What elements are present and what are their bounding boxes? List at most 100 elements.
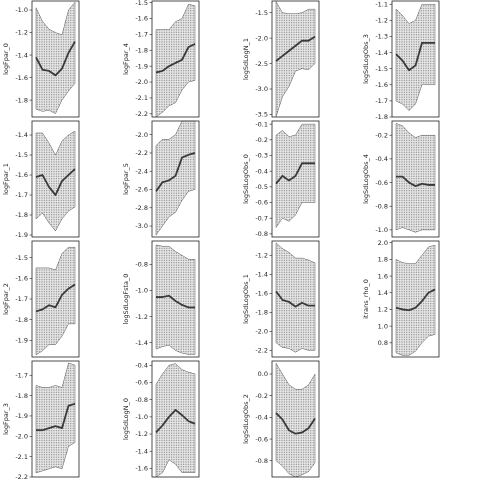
y-axis-label: logSdLogObs_4 bbox=[362, 154, 370, 204]
y-tick-label: -1.6 bbox=[135, 465, 148, 473]
y-axis-label: itrans_rho_0 bbox=[362, 279, 370, 319]
y-tick-label: 2.0 bbox=[378, 239, 388, 247]
y-tick-label: 1.4 bbox=[378, 289, 388, 297]
y-tick-label: -0.4 bbox=[255, 167, 268, 175]
y-tick-label: -1.6 bbox=[375, 81, 388, 89]
y-tick-label: -0.6 bbox=[375, 179, 388, 187]
y-tick-label: -1.0 bbox=[15, 6, 28, 14]
confidence-band bbox=[155, 363, 196, 478]
y-tick-label: 1.0 bbox=[378, 322, 388, 330]
axes-frame bbox=[271, 240, 320, 358]
y-tick-label: -0.2 bbox=[255, 392, 268, 400]
y-tick-label: -1.8 bbox=[15, 392, 28, 400]
y-tick-label: -0.4 bbox=[255, 414, 268, 422]
axes-frame bbox=[31, 0, 80, 118]
y-tick-label: -3.0 bbox=[255, 85, 268, 93]
subplot-itrans-rho-0: 2.0 1.8 1.6 1.4 1.2 1.0 0.8 itrans_rho_0 bbox=[362, 239, 440, 358]
y-tick-label: -1.5 bbox=[375, 65, 388, 73]
y-tick-label: -1.6 bbox=[15, 274, 28, 282]
y-tick-label: -0.2 bbox=[255, 136, 268, 144]
y-tick-label: -1.2 bbox=[15, 29, 28, 37]
y-tick-label: -1.5 bbox=[15, 151, 28, 159]
y-tick-label: -1.9 bbox=[15, 337, 28, 345]
subplot-logsdlogobs-0: -0.1 -0.2 -0.3 -0.4 -0.5 -0.6 -0.7 -0.8 logSdLog… bbox=[242, 120, 320, 238]
subplot-logsdlogfsta-0: -0.8 -1.0 -1.2 -1.4 logSdLogFsta_0 bbox=[122, 240, 200, 358]
confidence-band bbox=[35, 1, 76, 114]
y-tick-label: -1.4 bbox=[15, 131, 28, 139]
y-tick-label: -2.8 bbox=[135, 204, 148, 212]
y-tick-label: 0.8 bbox=[378, 339, 388, 347]
confidence-band bbox=[35, 246, 76, 356]
confidence-band bbox=[155, 120, 196, 236]
subplot-logsdlogobs-4: -0.2 -0.4 -0.6 -0.8 -1.0 logSdLogObs_4 bbox=[362, 120, 440, 238]
y-tick-label: -2.0 bbox=[135, 131, 148, 139]
mean-line bbox=[35, 41, 76, 77]
subplot-logsdlogobs-3: -1.1 -1.2 -1.3 -1.4 -1.5 -1.6 -1.7 -1.8 logSdLog… bbox=[362, 0, 440, 121]
y-tick-label: -2.2 bbox=[15, 473, 28, 480]
y-tick-label: -1.7 bbox=[15, 191, 28, 199]
y-tick-label: -1.3 bbox=[375, 33, 388, 41]
y-tick-label: -0.4 bbox=[135, 361, 148, 369]
axes-frame bbox=[151, 120, 200, 238]
y-tick-label: -1.9 bbox=[135, 62, 148, 70]
y-tick-label: -1.4 bbox=[135, 447, 148, 455]
mean-line bbox=[35, 168, 76, 196]
y-tick-label: -1.8 bbox=[15, 96, 28, 104]
y-tick-label: -1.7 bbox=[15, 371, 28, 379]
y-tick-label: -0.3 bbox=[255, 152, 268, 160]
y-tick-label: -0.4 bbox=[375, 155, 388, 163]
mean-line bbox=[36, 402, 76, 432]
y-tick-label: -1.6 bbox=[135, 15, 148, 23]
mean-line bbox=[155, 43, 196, 74]
y-tick-label: -0.1 bbox=[255, 120, 268, 128]
y-tick-label: -0.6 bbox=[255, 199, 268, 207]
y-tick-label: -1.8 bbox=[15, 211, 28, 219]
y-axis-label: logFpar_2 bbox=[2, 283, 10, 315]
confidence-band bbox=[275, 242, 316, 353]
axes-frame bbox=[31, 360, 80, 478]
confidence-band bbox=[35, 130, 76, 232]
axes-frame bbox=[271, 360, 320, 478]
y-tick-label: -1.0 bbox=[135, 287, 148, 295]
mean-line bbox=[275, 35, 316, 62]
mean-line bbox=[275, 290, 315, 308]
confidence-band bbox=[35, 362, 76, 474]
y-tick-label: -1.4 bbox=[375, 49, 388, 57]
y-tick-label: -2.0 bbox=[255, 328, 268, 336]
y-tick-label: -1.2 bbox=[375, 17, 388, 25]
y-tick-label: 1.2 bbox=[378, 306, 388, 314]
y-tick-label: -2.2 bbox=[255, 347, 268, 355]
y-tick-label: -3.5 bbox=[255, 111, 268, 119]
subplot-logsdlogobs-1: -1.2 -1.4 -1.6 -1.8 -2.0 -2.2 logSdLogObs_1 bbox=[242, 240, 320, 358]
y-tick-label: -1.7 bbox=[15, 295, 28, 303]
confidence-band bbox=[395, 3, 436, 111]
y-tick-label: -1.0 bbox=[135, 413, 148, 421]
y-tick-label: -2.1 bbox=[135, 94, 148, 102]
y-tick-label: -1.8 bbox=[255, 309, 268, 317]
y-tick-label: -0.6 bbox=[135, 379, 148, 387]
y-tick-label: -1.2 bbox=[255, 251, 268, 259]
y-tick-label: -0.8 bbox=[135, 261, 148, 269]
axes-frame bbox=[151, 0, 200, 118]
y-axis-label: logFpar_5 bbox=[122, 163, 130, 195]
y-tick-label: -1.9 bbox=[15, 412, 28, 420]
axes-frame bbox=[391, 0, 440, 118]
confidence-band bbox=[275, 0, 316, 118]
y-tick-label: -1.6 bbox=[15, 171, 28, 179]
mean-line bbox=[395, 288, 436, 312]
y-tick-label: -0.6 bbox=[255, 435, 268, 443]
axes-frame bbox=[391, 240, 440, 358]
y-axis-label: logSdLogObs_2 bbox=[242, 394, 250, 444]
y-tick-label: -1.7 bbox=[375, 97, 388, 105]
mean-line bbox=[275, 412, 316, 435]
y-tick-label: -1.8 bbox=[375, 113, 388, 121]
subplot-logsdlogn-1: -1.5 -2.0 -2.5 -3.0 -3.5 logSdLogN_1 bbox=[242, 0, 320, 119]
y-tick-label: -2.0 bbox=[15, 432, 28, 440]
y-tick-label: -2.2 bbox=[135, 149, 148, 157]
mean-line bbox=[156, 294, 195, 309]
y-tick-label: -1.8 bbox=[15, 316, 28, 324]
y-axis-label: logSdLogN_1 bbox=[242, 38, 250, 80]
y-axis-label: logFpar_1 bbox=[2, 163, 10, 195]
y-tick-label: -2.4 bbox=[135, 167, 148, 175]
